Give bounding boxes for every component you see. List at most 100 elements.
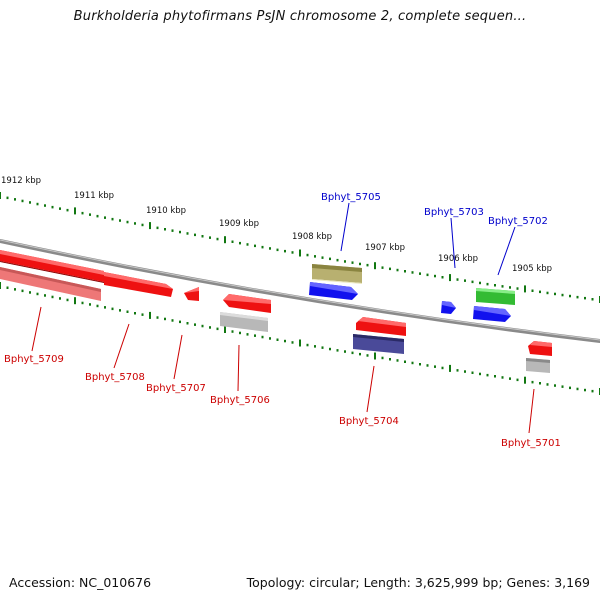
upper-track-minor-tick — [164, 228, 166, 231]
upper-track-minor-tick — [419, 272, 421, 275]
lower-track-minor-tick — [186, 322, 189, 325]
upper-track-minor-tick — [404, 270, 406, 273]
gene-bphyt-5704-navy[interactable] — [353, 334, 404, 354]
upper-track-minor-tick — [584, 296, 586, 300]
upper-track-minor-tick — [426, 273, 429, 277]
upper-track-minor-tick — [344, 260, 346, 263]
upper-track-minor-tick — [539, 290, 541, 294]
gene-bphyt-5703[interactable] — [441, 301, 456, 314]
gene-label-bphyt-5706[interactable]: Bphyt_5706 — [210, 395, 270, 406]
lower-track-minor-tick — [329, 347, 331, 351]
upper-track-major-tick — [524, 285, 526, 293]
lower-track-major-tick — [299, 339, 301, 347]
gene-label-bphyt-5703[interactable]: Bphyt_5703 — [424, 207, 484, 218]
upper-track-minor-tick — [36, 202, 39, 206]
upper-track-minor-tick — [141, 223, 144, 227]
upper-track-minor-tick — [209, 236, 211, 239]
leader-bphyt-5705 — [340, 202, 350, 252]
gene-bphyt-5707[interactable] — [184, 287, 199, 301]
lower-track-minor-tick — [216, 327, 219, 331]
lower-track-minor-tick — [134, 312, 136, 315]
lower-track-minor-tick — [516, 378, 519, 382]
lower-track-minor-tick — [344, 350, 346, 353]
gene-label-bphyt-5707[interactable]: Bphyt_5707 — [146, 383, 206, 394]
upper-track-major-tick — [299, 249, 301, 257]
upper-track-minor-tick — [456, 278, 459, 281]
upper-track-minor-tick — [111, 217, 114, 221]
lower-track-minor-tick — [81, 301, 84, 305]
upper-track-minor-tick — [179, 230, 181, 234]
lower-track-minor-tick — [314, 345, 316, 348]
upper-track-major-tick — [449, 274, 451, 282]
lower-track-minor-tick — [59, 297, 61, 300]
gene-label-bphyt-5709[interactable]: Bphyt_5709 — [4, 354, 64, 365]
chromosome-backbone-highlight — [0, 239, 600, 341]
gene-bphyt-5706[interactable] — [223, 294, 271, 313]
leader-bphyt-5706 — [237, 344, 240, 392]
gene-bphyt-5709-pseudo[interactable] — [0, 267, 101, 301]
gene-bphyt-5706-grey[interactable] — [220, 312, 268, 332]
lower-track-minor-tick — [306, 343, 309, 347]
upper-track-minor-tick — [329, 257, 331, 261]
lower-track-minor-tick — [21, 289, 24, 293]
gene-label-bphyt-5702[interactable]: Bphyt_5702 — [488, 216, 548, 227]
upper-track-minor-tick — [561, 293, 564, 297]
gene-bphyt-5708[interactable] — [104, 272, 173, 297]
upper-track-minor-tick — [44, 204, 46, 207]
chromosome-backbone — [0, 239, 600, 343]
upper-track-minor-tick — [434, 274, 436, 278]
leader-bphyt-5707 — [173, 334, 183, 380]
upper-track-minor-tick — [486, 282, 489, 286]
scale-labels: 1912 kbp 1911 kbp 1910 kbp 1909 kbp 1908… — [1, 176, 552, 274]
gene-bphyt-5709[interactable] — [0, 250, 104, 283]
lower-track-minor-tick — [464, 370, 466, 373]
scale-label-1908: 1908 kbp — [292, 232, 332, 242]
upper-track-minor-tick — [119, 219, 121, 222]
lower-track-minor-tick — [539, 382, 541, 385]
gene-bphyt-5704[interactable] — [356, 317, 406, 336]
lower-track-minor-tick — [164, 317, 166, 321]
gene-blue-5705-reverse[interactable] — [309, 282, 358, 300]
lower-track-minor-tick — [434, 365, 436, 368]
lower-track-minor-tick — [471, 371, 474, 374]
gene-bphyt-5701[interactable] — [528, 341, 552, 356]
lower-track-minor-tick — [36, 292, 39, 296]
lower-track-minor-tick — [119, 309, 121, 312]
gene-bphyt-5705[interactable] — [312, 264, 362, 284]
gene-label-bphyt-5704[interactable]: Bphyt_5704 — [339, 416, 399, 427]
lower-track-minor-tick — [291, 341, 294, 344]
lower-track-minor-tick — [96, 304, 99, 308]
upper-track-minor-tick — [411, 271, 414, 274]
upper-track-minor-tick — [366, 263, 369, 267]
upper-track-minor-tick — [89, 213, 91, 216]
upper-track-minor-tick — [381, 266, 384, 269]
lower-track-minor-tick — [29, 291, 31, 294]
upper-track-minor-tick — [194, 233, 196, 237]
gene-bphyt-5701-grey[interactable] — [526, 358, 550, 373]
lower-track-major-tick — [374, 352, 376, 360]
gene-blue-5702-reverse[interactable] — [473, 306, 511, 322]
lower-track-minor-tick — [141, 313, 144, 316]
upper-track-minor-tick — [66, 208, 69, 212]
gene-label-bphyt-5705[interactable]: Bphyt_5705 — [321, 192, 381, 203]
lower-track-minor-tick — [456, 369, 459, 372]
lower-track-minor-tick — [396, 359, 399, 362]
lower-track-minor-tick — [111, 307, 114, 311]
lower-track-minor-tick — [194, 323, 196, 326]
upper-track-minor-tick — [276, 248, 279, 252]
upper-track-major-tick — [0, 192, 1, 199]
upper-track-minor-tick — [291, 251, 294, 254]
upper-track-minor-tick — [471, 280, 474, 284]
gene-label-bphyt-5701[interactable]: Bphyt_5701 — [501, 438, 561, 449]
lower-track-minor-tick — [381, 356, 384, 360]
lower-track-minor-tick — [366, 354, 369, 357]
gene-bphyt-5702[interactable] — [476, 288, 515, 305]
lower-track-minor-tick — [171, 319, 174, 322]
scale-label-1909: 1909 kbp — [219, 219, 259, 229]
lower-track-minor-tick — [231, 330, 234, 333]
lower-track-minor-tick — [179, 320, 181, 324]
gene-label-bphyt-5708[interactable]: Bphyt_5708 — [85, 372, 145, 383]
lower-track-minor-tick — [561, 385, 564, 388]
lower-track-minor-tick — [104, 306, 106, 309]
